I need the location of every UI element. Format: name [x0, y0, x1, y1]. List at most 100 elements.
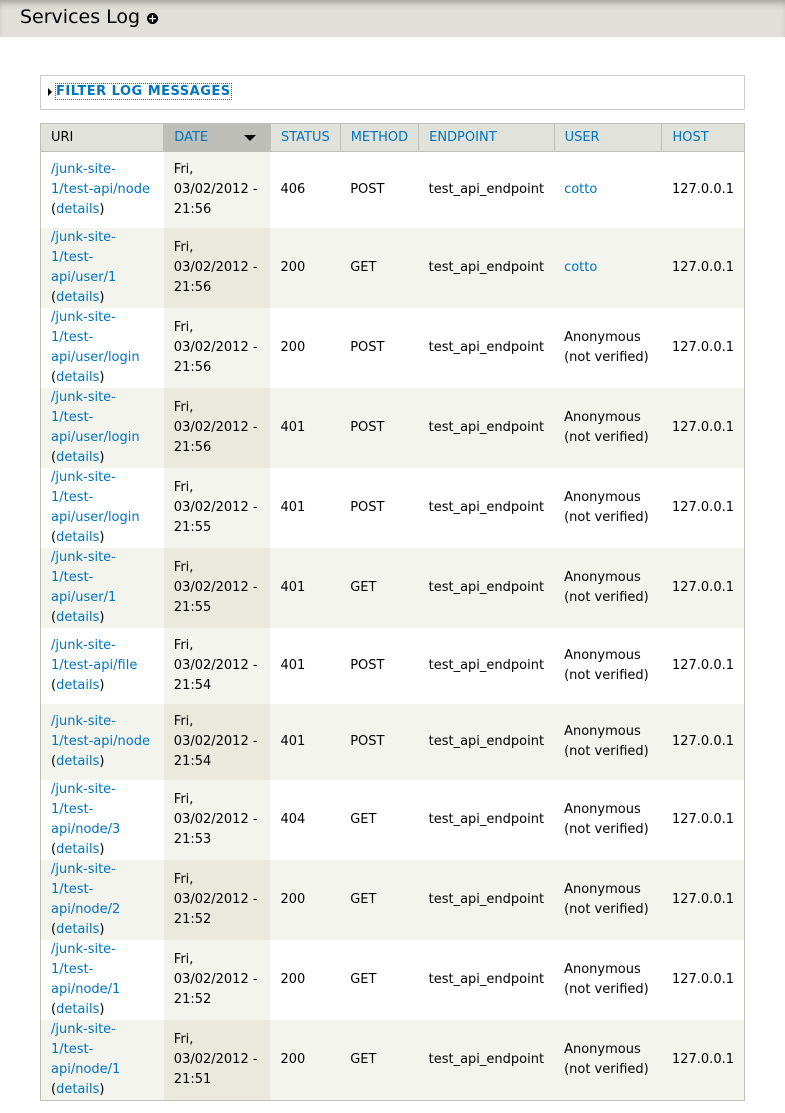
uri-cell: /junk-site-1/test-api/user/login (detail…	[40, 387, 164, 468]
filter-fieldset: FILTER LOG MESSAGES	[40, 75, 745, 110]
uri-link[interactable]: /junk-site-1/test-api/node	[51, 713, 150, 749]
method-cell: POST	[340, 387, 419, 468]
user-cell: Anonymous (not verified)	[554, 859, 662, 940]
uri-link[interactable]: /junk-site-1/test-api/user/login	[51, 389, 140, 445]
column-header-date[interactable]: DATE	[163, 123, 271, 152]
date-cell: Fri, 03/02/2012 - 21:54	[163, 703, 271, 780]
table-row: /junk-site-1/test-api/node/2 (details) F…	[40, 859, 745, 940]
date-cell: Fri, 03/02/2012 - 21:52	[163, 859, 271, 940]
uri-link[interactable]: /junk-site-1/test-api/node/3	[51, 781, 121, 837]
uri-link[interactable]: /junk-site-1/test-api/user/login	[51, 309, 140, 365]
user-cell: Anonymous (not verified)	[554, 1019, 662, 1100]
table-row: /junk-site-1/test-api/user/1 (details) F…	[40, 547, 745, 628]
details-link[interactable]: details	[56, 677, 100, 693]
details-link[interactable]: details	[56, 753, 100, 769]
plus-circle-icon[interactable]: +	[147, 12, 158, 25]
user-name: Anonymous (not verified)	[564, 409, 649, 445]
details-link[interactable]: details	[56, 201, 100, 217]
filter-log-messages-toggle[interactable]: FILTER LOG MESSAGES	[55, 83, 232, 100]
user-name: Anonymous (not verified)	[564, 489, 649, 525]
column-header-endpoint[interactable]: ENDPOINT	[418, 123, 555, 152]
details-link[interactable]: details	[56, 921, 100, 937]
user-name: Anonymous (not verified)	[564, 1041, 649, 1077]
status-cell: 200	[270, 1019, 341, 1100]
endpoint-cell: test_api_endpoint	[428, 339, 545, 355]
uri-link[interactable]: /junk-site-1/test-api/user/login	[51, 469, 140, 525]
details-link[interactable]: details	[56, 1001, 100, 1017]
host-cell: 127.0.0.1	[671, 971, 734, 987]
user-link[interactable]: cotto	[564, 259, 598, 275]
sort-descending-icon	[243, 135, 256, 141]
column-header-host[interactable]: HOST	[661, 123, 745, 152]
method-cell: GET	[350, 971, 377, 987]
user-name: Anonymous (not verified)	[564, 961, 649, 997]
uri-cell: /junk-site-1/test-api/node/1 (details)	[51, 941, 121, 1017]
uri-link[interactable]: /junk-site-1/test-api/file	[51, 637, 138, 673]
details-link[interactable]: details	[56, 449, 100, 465]
host-cell: 127.0.0.1	[661, 859, 745, 940]
status-cell: 200	[280, 339, 306, 355]
user-link[interactable]: cotto	[564, 181, 598, 197]
host-cell: 127.0.0.1	[661, 1019, 745, 1100]
user-name: Anonymous (not verified)	[564, 881, 649, 917]
uri-link[interactable]: /junk-site-1/test-api/node/1	[51, 1021, 121, 1077]
table-row: /junk-site-1/test-api/node (details) Fri…	[41, 151, 745, 228]
user-name: Anonymous (not verified)	[564, 801, 649, 837]
endpoint-cell: test_api_endpoint	[418, 387, 555, 468]
status-cell: 200	[270, 859, 341, 940]
table-row: /junk-site-1/test-api/node (details) Fri…	[40, 703, 745, 780]
details-link[interactable]: details	[56, 529, 100, 545]
host-cell: 127.0.0.1	[671, 811, 734, 827]
column-header-status[interactable]: STATUS	[270, 123, 341, 152]
services-log-table: URI DATE STATUS METHOD ENDPOINT USER HOS…	[40, 123, 745, 1101]
uri-cell: /junk-site-1/test-api/user/login (detail…	[51, 309, 140, 385]
method-cell: POST	[350, 181, 385, 197]
uri-link[interactable]: /junk-site-1/test-api/user/1	[51, 549, 117, 605]
date-cell: Fri, 03/02/2012 - 21:51	[163, 1019, 271, 1100]
column-header-user[interactable]: USER	[554, 123, 663, 152]
date-cell: Fri, 03/02/2012 - 21:52	[163, 939, 271, 1020]
endpoint-cell: test_api_endpoint	[428, 657, 545, 673]
user-cell: Anonymous (not verified)	[554, 468, 662, 548]
user-cell: Anonymous (not verified)	[554, 628, 662, 704]
user-cell: Anonymous (not verified)	[554, 547, 662, 628]
date-cell: Fri, 03/02/2012 - 21:56	[163, 227, 271, 308]
endpoint-cell: test_api_endpoint	[428, 971, 545, 987]
uri-cell: /junk-site-1/test-api/user/login (detail…	[51, 469, 140, 545]
details-link[interactable]: details	[56, 609, 100, 625]
uri-link[interactable]: /junk-site-1/test-api/node/1	[51, 941, 121, 997]
user-name: Anonymous (not verified)	[564, 647, 649, 683]
details-link[interactable]: details	[56, 1081, 100, 1097]
uri-link[interactable]: /junk-site-1/test-api/node/2	[51, 861, 121, 917]
table-row: /junk-site-1/test-api/file (details) Fri…	[41, 627, 745, 704]
status-cell: 200	[270, 227, 341, 308]
host-cell: 127.0.0.1	[671, 657, 734, 673]
table-row: /junk-site-1/test-api/node/3 (details) F…	[41, 779, 745, 860]
uri-cell: /junk-site-1/test-api/node (details)	[51, 161, 150, 217]
page-title: Services Log	[20, 6, 141, 28]
column-header-method[interactable]: METHOD	[340, 123, 420, 152]
collapse-triangle-icon[interactable]	[48, 88, 52, 96]
details-link[interactable]: details	[56, 369, 100, 385]
user-cell: Anonymous (not verified)	[554, 940, 662, 1020]
uri-cell: /junk-site-1/test-api/node/3 (details)	[51, 781, 121, 857]
host-cell: 127.0.0.1	[661, 547, 745, 628]
method-cell: GET	[340, 227, 419, 308]
uri-link[interactable]: /junk-site-1/test-api/node	[51, 161, 150, 197]
table-row: /junk-site-1/test-api/user/1 (details) F…	[40, 227, 745, 308]
table-row: /junk-site-1/test-api/user/login (detail…	[41, 307, 745, 388]
user-cell: Anonymous (not verified)	[554, 308, 662, 388]
user-cell: Anonymous (not verified)	[554, 703, 662, 780]
user-cell: Anonymous (not verified)	[554, 387, 662, 468]
uri-link[interactable]: /junk-site-1/test-api/user/1	[51, 229, 117, 285]
date-cell: Fri, 03/02/2012 - 21:56	[163, 307, 271, 388]
method-cell: POST	[350, 499, 385, 515]
endpoint-cell: test_api_endpoint	[418, 227, 555, 308]
table-row: /junk-site-1/test-api/node/1 (details) F…	[40, 1019, 745, 1100]
details-link[interactable]: details	[56, 289, 100, 305]
method-cell: GET	[340, 859, 419, 940]
endpoint-cell: test_api_endpoint	[418, 703, 555, 780]
table-row: /junk-site-1/test-api/node/1 (details) F…	[41, 939, 745, 1020]
user-cell: Anonymous (not verified)	[554, 780, 662, 860]
details-link[interactable]: details	[56, 841, 100, 857]
